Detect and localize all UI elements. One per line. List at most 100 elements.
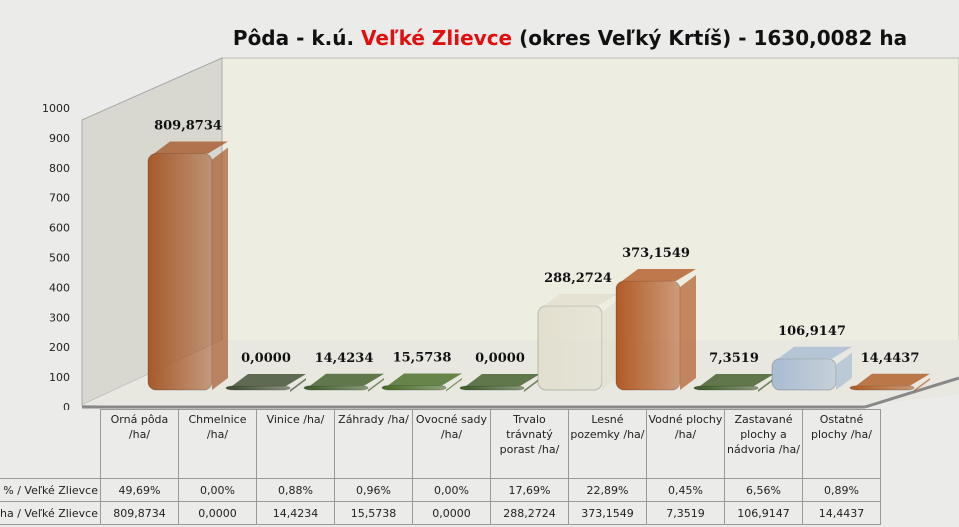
- bar: [459, 374, 540, 392]
- column-header: Chmelnice /ha/: [177, 409, 257, 479]
- y-tick-label: 1000: [42, 102, 70, 115]
- bar-front: [615, 280, 681, 391]
- y-tick-label: 400: [49, 281, 70, 294]
- table-cell: 373,1549: [567, 501, 647, 525]
- table-cell: 49,69%: [99, 478, 179, 502]
- floor-edge-depth: [864, 376, 959, 409]
- table-cell: 15,5738: [333, 501, 413, 525]
- y-tick-label: 900: [49, 132, 70, 145]
- data-label: 373,1549: [622, 246, 690, 261]
- bar-front: [459, 385, 525, 391]
- data-label: 7,3519: [709, 351, 759, 366]
- data-label: 14,4234: [315, 351, 374, 366]
- bar-side: [212, 147, 228, 390]
- data-label: 106,9147: [778, 324, 846, 339]
- column-header: Ovocné sady /ha/: [411, 409, 491, 479]
- bar-front: [225, 385, 291, 391]
- table-row: ha / Veľké Zlievce 809,8734 0,0000 14,4234 1…: [0, 501, 881, 525]
- data-label: 809,8734: [154, 119, 222, 134]
- bar-top: [466, 374, 540, 386]
- table-cell: 17,69%: [489, 478, 569, 502]
- data-label: 288,2724: [544, 271, 612, 286]
- bar-top: [310, 373, 384, 386]
- chart-title: Pôda - k.ú. Veľké Zlievce (okres Veľký K…: [232, 26, 908, 50]
- data-label: 14,4437: [861, 351, 920, 366]
- bar-top: [856, 373, 930, 386]
- bar-front: [303, 385, 369, 391]
- y-tick-label: 200: [49, 341, 70, 354]
- bar-front: [693, 385, 759, 391]
- bar-front: [771, 358, 837, 391]
- column-header: Ostatné plochy /ha/: [801, 409, 881, 479]
- bar-top: [154, 141, 228, 154]
- data-label: 0,0000: [241, 351, 291, 366]
- table-cell: 0,0000: [411, 501, 491, 525]
- table-cell: 14,4234: [255, 501, 335, 525]
- table-cell: 7,3519: [645, 501, 725, 525]
- bar: [771, 346, 852, 391]
- bar: [381, 373, 462, 392]
- table-header-row: Orná pôda /ha/Chmelnice /ha/Vinice /ha/Z…: [0, 409, 881, 479]
- bar-front: [381, 384, 447, 391]
- data-label: 0,0000: [475, 351, 525, 366]
- y-tick-label: 300: [49, 311, 70, 324]
- table-cell: 0,96%: [333, 478, 413, 502]
- bar-top: [232, 374, 306, 386]
- bar-top: [622, 269, 696, 282]
- bar-side: [836, 352, 852, 390]
- y-tick-label: 0: [63, 401, 70, 410]
- bar-front: [537, 305, 603, 391]
- table-cell: 106,9147: [723, 501, 803, 525]
- bar: [147, 141, 228, 391]
- bar: [537, 293, 618, 391]
- column-header: Zastavané plochy a nádvoria /ha/: [723, 409, 803, 479]
- column-header: Orná pôda /ha/: [99, 409, 179, 479]
- table-cell: 0,0000: [177, 501, 257, 525]
- bar-side: [680, 275, 696, 390]
- data-label: 15,5738: [393, 350, 452, 365]
- bar-side: [368, 378, 384, 392]
- bar: [849, 373, 930, 392]
- bar: [225, 374, 306, 392]
- table-cell: 6,56%: [723, 478, 803, 502]
- table-cell: 0,45%: [645, 478, 725, 502]
- table-cell: 0,00%: [411, 478, 491, 502]
- y-tick-label: 800: [49, 162, 70, 175]
- bar: [615, 269, 696, 391]
- bar-top: [700, 374, 774, 386]
- table-cell: 14,4437: [801, 501, 881, 525]
- y-tick-label: 100: [49, 371, 70, 384]
- bar-side: [602, 299, 618, 390]
- table-cell: 288,2724: [489, 501, 569, 525]
- column-header: Lesné pozemky /ha/: [567, 409, 647, 479]
- table-cell: 809,8734: [99, 501, 179, 525]
- column-header: Vodné plochy /ha/: [645, 409, 725, 479]
- y-tick-label: 700: [49, 192, 70, 205]
- y-tick-label: 600: [49, 222, 70, 235]
- bar-front: [849, 385, 915, 391]
- bar-side: [290, 378, 306, 392]
- bar: [303, 373, 384, 392]
- column-header: Vinice /ha/: [255, 409, 335, 479]
- table-cell: 0,00%: [177, 478, 257, 502]
- row-label: % / Veľké Zlievce: [0, 478, 101, 502]
- chart-plot: 0 100 200 300 400 500 600 700 800 900 1000 809,8734…: [42, 57, 959, 410]
- bar-top: [778, 346, 852, 359]
- bar-side: [446, 378, 462, 392]
- table-corner: [0, 409, 101, 479]
- data-table: Orná pôda /ha/Chmelnice /ha/Vinice /ha/Z…: [0, 409, 881, 525]
- y-tick-label: 500: [49, 252, 70, 265]
- bar-side: [524, 378, 540, 392]
- table-cell: 0,88%: [255, 478, 335, 502]
- bar-top: [544, 293, 618, 306]
- bar-front: [147, 153, 213, 391]
- table-cell: 22,89%: [567, 478, 647, 502]
- bar-side: [758, 378, 774, 392]
- bar-side: [914, 378, 930, 392]
- table-row: % / Veľké Zlievce 49,69% 0,00% 0,88% 0,96% 0,…: [0, 478, 881, 502]
- column-header: Záhrady /ha/: [333, 409, 413, 479]
- table-cell: 0,89%: [801, 478, 881, 502]
- column-header: Trvalo trávnatý porast /ha/: [489, 409, 569, 479]
- bar-top: [388, 373, 462, 386]
- row-label: ha / Veľké Zlievce: [0, 501, 101, 525]
